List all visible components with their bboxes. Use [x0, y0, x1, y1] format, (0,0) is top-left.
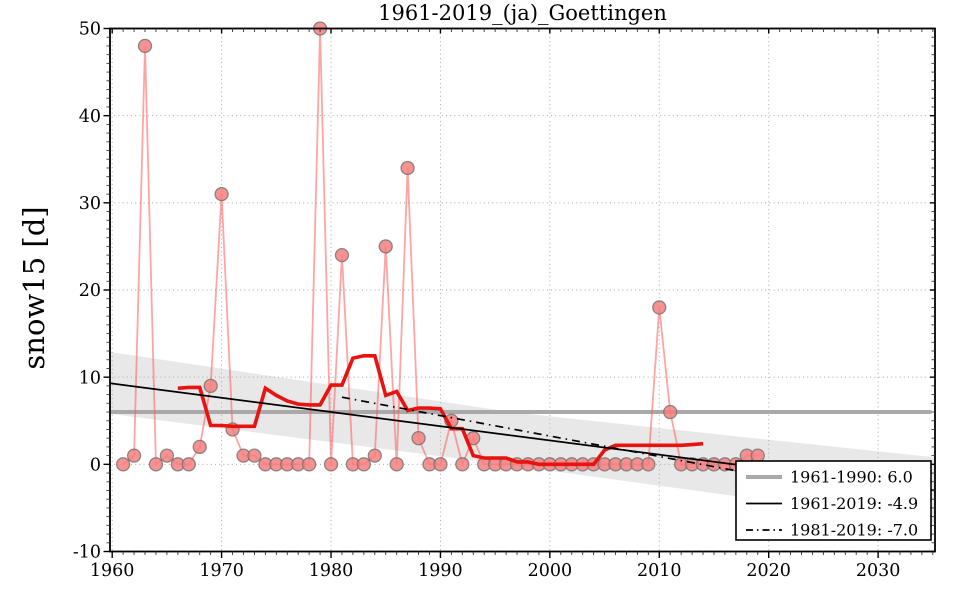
y-tick-label: 40 — [79, 107, 101, 127]
y-tick-label: 0 — [90, 455, 101, 475]
y-tick-label: 20 — [79, 281, 101, 301]
x-tick-label: 2030 — [856, 561, 901, 581]
data-point — [433, 457, 448, 472]
y-tick-label: 30 — [79, 194, 101, 214]
data-point — [301, 457, 317, 472]
data-point — [159, 448, 175, 463]
data-point — [323, 457, 339, 472]
legend-label: 1961-2019: -4.9 — [790, 494, 918, 513]
trend-line-1981-2019 — [341, 396, 936, 509]
confidence-band — [110, 351, 935, 524]
x-tick-label: 1990 — [418, 561, 463, 581]
data-point — [115, 457, 131, 472]
y-tick-label: 10 — [79, 368, 101, 388]
data-point — [367, 448, 382, 463]
data-point — [455, 457, 470, 472]
x-tick-label: 1970 — [199, 561, 244, 581]
y-tick-label: -10 — [73, 543, 101, 563]
x-tick-label: 1960 — [90, 561, 135, 581]
data-point — [203, 378, 218, 394]
x-tick-label: 2010 — [637, 561, 682, 581]
axes: 1960 1970 1980 1990 2000 2010 2020 2030-1001020… — [73, 20, 936, 581]
data-point — [181, 457, 196, 472]
y-tick-label: 50 — [79, 20, 101, 40]
running-mean-line — [177, 353, 704, 467]
data-point — [137, 38, 153, 54]
data-point — [652, 300, 667, 315]
data-point — [192, 439, 207, 455]
plot-title: 1961-2019_(ja)_Goettingen — [378, 1, 667, 25]
legend-label: 1981-2019: -7.0 — [790, 521, 918, 540]
x-tick-label: 2020 — [746, 561, 791, 581]
x-tick-label: 1980 — [309, 561, 354, 581]
data-point — [148, 457, 164, 472]
data-point — [247, 448, 262, 463]
data-point — [356, 457, 372, 472]
data-point — [411, 431, 426, 446]
legend: 1961-1990: 6.0 1961-2019: -4.9 1981-2019: … — [735, 460, 932, 541]
data-point — [378, 239, 393, 254]
data-point — [126, 448, 142, 463]
legend-label: 1961-1990: 6.0 — [790, 468, 913, 487]
data-point — [334, 247, 350, 263]
data-point — [663, 404, 678, 420]
data-point — [389, 457, 404, 472]
data-point — [641, 457, 656, 472]
x-tick-label: 2000 — [528, 561, 573, 581]
data-point — [214, 186, 229, 202]
data-point — [400, 160, 415, 176]
data-point — [750, 448, 765, 463]
